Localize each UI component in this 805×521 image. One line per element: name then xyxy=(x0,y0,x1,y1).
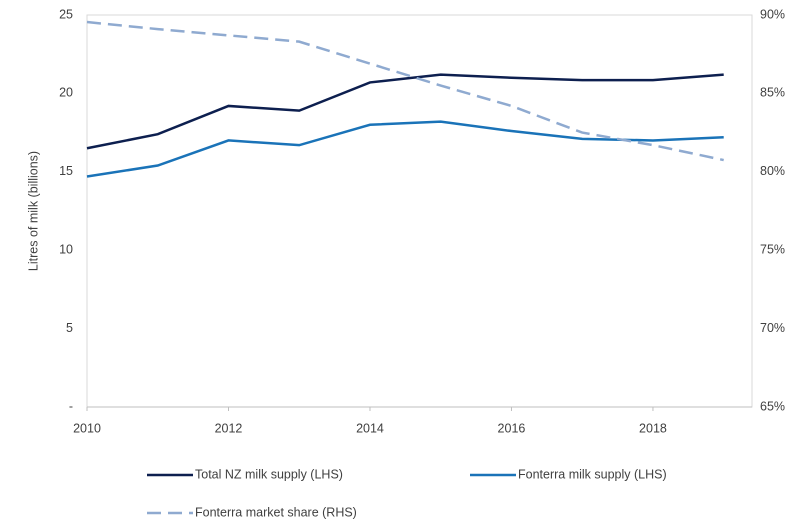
x-tick-label: 2014 xyxy=(356,421,384,435)
series-line xyxy=(86,20,724,162)
x-tick-label: 2012 xyxy=(215,421,243,435)
y2-tick-label: 80% xyxy=(760,164,785,178)
y-tick-label: 20 xyxy=(59,86,73,100)
y-tick-label: - xyxy=(69,399,73,413)
y2-tick-label: 75% xyxy=(760,242,785,256)
y-axis-label: Litres of milk (billions) xyxy=(26,151,40,271)
y2-tick-label: 90% xyxy=(760,7,785,21)
series-line xyxy=(86,73,724,150)
legend-label: Total NZ milk supply (LHS) xyxy=(195,467,343,481)
legend-label: Fonterra market share (RHS) xyxy=(195,505,357,519)
x-tick-label: 2010 xyxy=(73,421,101,435)
y2-tick-label: 70% xyxy=(760,321,785,335)
y-tick-label: 10 xyxy=(59,242,73,256)
y2-tick-label: 65% xyxy=(760,399,785,413)
y-tick-label: 5 xyxy=(66,321,73,335)
x-tick-label: 2018 xyxy=(639,421,667,435)
x-tick-label: 2016 xyxy=(498,421,526,435)
plot-area xyxy=(86,14,753,408)
y-tick-label: 15 xyxy=(59,164,73,178)
series-line xyxy=(86,120,724,178)
y2-tick-label: 85% xyxy=(760,86,785,100)
y-tick-label: 25 xyxy=(59,7,73,21)
legend-label: Fonterra milk supply (LHS) xyxy=(518,467,667,481)
